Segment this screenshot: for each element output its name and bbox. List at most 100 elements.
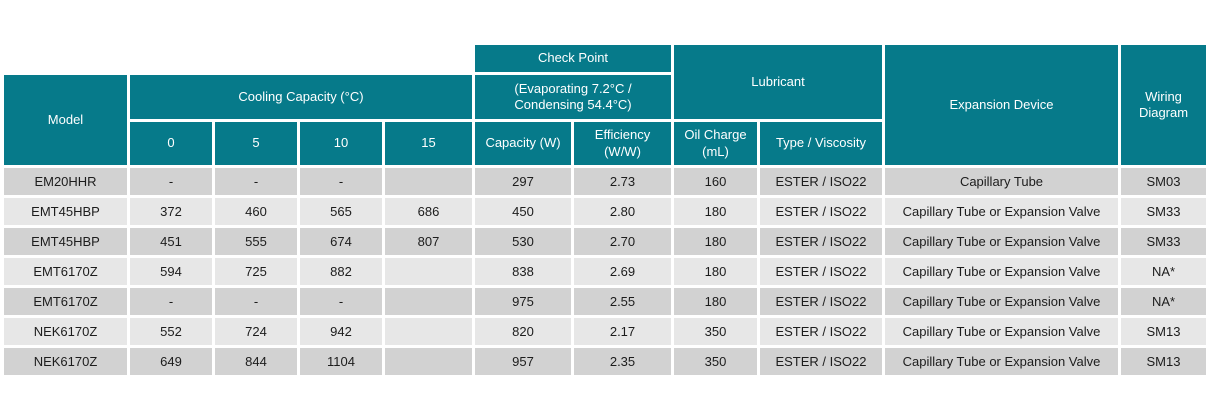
cell-expansion-device: Capillary Tube or Expansion Valve	[885, 198, 1118, 225]
cell-capacity: 450	[475, 198, 571, 225]
cell-model: EMT45HBP	[4, 228, 127, 255]
header-lubricant: Lubricant	[674, 45, 882, 119]
cell-efficiency: 2.17	[574, 318, 671, 345]
header-temp-0: 0	[130, 122, 212, 165]
cell-model: EMT6170Z	[4, 288, 127, 315]
header-type-viscosity: Type / Viscosity	[760, 122, 882, 165]
cell-efficiency: 2.80	[574, 198, 671, 225]
cell-cooling-5: 725	[215, 258, 297, 285]
compressor-spec-table: Check Point Lubricant Expansion Device W…	[1, 42, 1209, 378]
cell-cooling-10: 1104	[300, 348, 382, 375]
cell-cooling-5: 555	[215, 228, 297, 255]
cell-cooling-15: 807	[385, 228, 472, 255]
cell-type-viscosity: ESTER / ISO22	[760, 258, 882, 285]
cell-cooling-15	[385, 258, 472, 285]
header-row-subcolumns: 0 5 10 15 Capacity (W) Efficiency (W/W) …	[4, 122, 1206, 165]
table-row: EMT45HBP 372 460 565 686 450 2.80 180 ES…	[4, 198, 1206, 225]
header-capacity: Capacity (W)	[475, 122, 571, 165]
header-row-group-mid: Model Cooling Capacity (°C) (Evaporating…	[4, 75, 1206, 165]
cell-oil-charge: 160	[674, 168, 757, 195]
header-wiring-diagram: Wiring Diagram	[1121, 45, 1206, 165]
cell-wiring-diagram: NA*	[1121, 258, 1206, 285]
cell-cooling-10: 565	[300, 198, 382, 225]
cell-cooling-10: 674	[300, 228, 382, 255]
cell-wiring-diagram: NA*	[1121, 288, 1206, 315]
cell-cooling-0: 451	[130, 228, 212, 255]
cell-cooling-10: -	[300, 288, 382, 315]
cell-oil-charge: 180	[674, 228, 757, 255]
cell-efficiency: 2.73	[574, 168, 671, 195]
cell-oil-charge: 350	[674, 318, 757, 345]
header-model: Model	[4, 75, 127, 165]
header-check-point: Check Point	[475, 45, 671, 72]
check-point-condition-line2: Condensing 54.4°C)	[514, 97, 632, 112]
cell-cooling-15	[385, 318, 472, 345]
cell-efficiency: 2.55	[574, 288, 671, 315]
cell-oil-charge: 350	[674, 348, 757, 375]
cell-model: EMT45HBP	[4, 198, 127, 225]
cell-efficiency: 2.70	[574, 228, 671, 255]
header-temp-15: 15	[385, 122, 472, 165]
cell-cooling-0: 372	[130, 198, 212, 225]
cell-wiring-diagram: SM33	[1121, 198, 1206, 225]
table-row: EM20HHR - - - 297 2.73 160 ESTER / ISO22…	[4, 168, 1206, 195]
cell-cooling-0: 552	[130, 318, 212, 345]
cell-cooling-5: -	[215, 168, 297, 195]
header-row-group-top: Check Point Lubricant Expansion Device W…	[4, 45, 1206, 165]
cell-capacity: 975	[475, 288, 571, 315]
cell-cooling-0: 594	[130, 258, 212, 285]
cell-expansion-device: Capillary Tube or Expansion Valve	[885, 258, 1118, 285]
cell-cooling-5: 724	[215, 318, 297, 345]
cell-cooling-0: 649	[130, 348, 212, 375]
cell-cooling-5: 844	[215, 348, 297, 375]
cell-expansion-device: Capillary Tube	[885, 168, 1118, 195]
table-row: NEK6170Z 649 844 1104 957 2.35 350 ESTER…	[4, 348, 1206, 375]
cell-wiring-diagram: SM13	[1121, 318, 1206, 345]
cell-wiring-diagram: SM03	[1121, 168, 1206, 195]
cell-model: EMT6170Z	[4, 258, 127, 285]
check-point-condition-line1: (Evaporating 7.2°C /	[514, 80, 632, 96]
header-oil-charge: Oil Charge (mL)	[674, 122, 757, 165]
cell-efficiency: 2.69	[574, 258, 671, 285]
cell-capacity: 838	[475, 258, 571, 285]
cell-cooling-15: 686	[385, 198, 472, 225]
cell-cooling-15	[385, 288, 472, 315]
cell-cooling-10: -	[300, 168, 382, 195]
cell-oil-charge: 180	[674, 288, 757, 315]
cell-cooling-15	[385, 168, 472, 195]
cell-cooling-10: 882	[300, 258, 382, 285]
cell-type-viscosity: ESTER / ISO22	[760, 348, 882, 375]
cell-cooling-5: -	[215, 288, 297, 315]
table-row: EMT45HBP 451 555 674 807 530 2.70 180 ES…	[4, 228, 1206, 255]
cell-expansion-device: Capillary Tube or Expansion Valve	[885, 228, 1118, 255]
cell-oil-charge: 180	[674, 258, 757, 285]
cell-capacity: 957	[475, 348, 571, 375]
cell-cooling-15	[385, 348, 472, 375]
header-spacer	[4, 45, 472, 72]
cell-model: NEK6170Z	[4, 318, 127, 345]
cell-cooling-5: 460	[215, 198, 297, 225]
cell-efficiency: 2.35	[574, 348, 671, 375]
table-row: EMT6170Z 594 725 882 838 2.69 180 ESTER …	[4, 258, 1206, 285]
cell-type-viscosity: ESTER / ISO22	[760, 228, 882, 255]
cell-wiring-diagram: SM13	[1121, 348, 1206, 375]
table-row: NEK6170Z 552 724 942 820 2.17 350 ESTER …	[4, 318, 1206, 345]
cell-capacity: 530	[475, 228, 571, 255]
cell-model: NEK6170Z	[4, 348, 127, 375]
cell-type-viscosity: ESTER / ISO22	[760, 318, 882, 345]
header-temp-5: 5	[215, 122, 297, 165]
cell-type-viscosity: ESTER / ISO22	[760, 288, 882, 315]
cell-cooling-0: -	[130, 288, 212, 315]
cell-type-viscosity: ESTER / ISO22	[760, 168, 882, 195]
cell-expansion-device: Capillary Tube or Expansion Valve	[885, 348, 1118, 375]
cell-wiring-diagram: SM33	[1121, 228, 1206, 255]
header-check-point-conditions: (Evaporating 7.2°C / Condensing 54.4°C)	[475, 75, 671, 119]
cell-capacity: 820	[475, 318, 571, 345]
cell-cooling-10: 942	[300, 318, 382, 345]
table-row: EMT6170Z - - - 975 2.55 180 ESTER / ISO2…	[4, 288, 1206, 315]
cell-oil-charge: 180	[674, 198, 757, 225]
header-efficiency: Efficiency (W/W)	[574, 122, 671, 165]
cell-model: EM20HHR	[4, 168, 127, 195]
cell-capacity: 297	[475, 168, 571, 195]
